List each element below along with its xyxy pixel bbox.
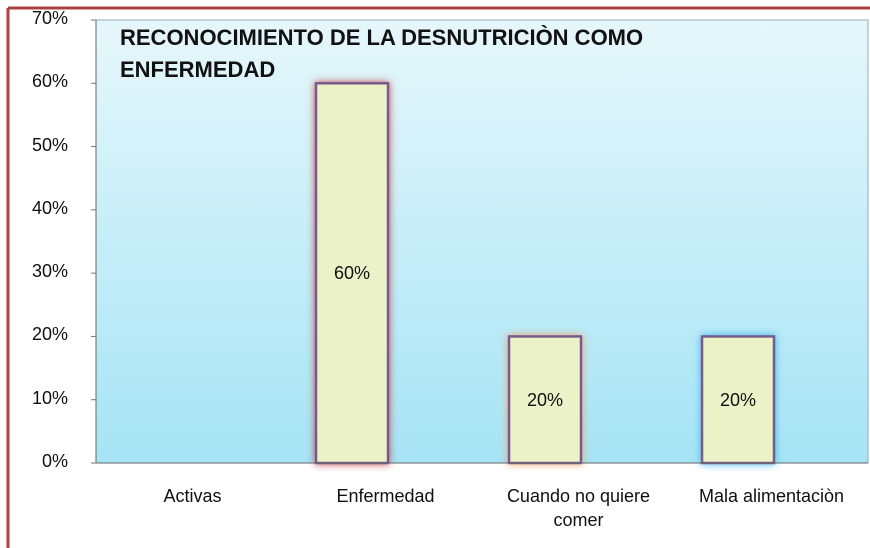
x-tick-label: Activas [163, 486, 222, 506]
y-tick-label: 50% [31, 134, 68, 155]
bar [314, 82, 390, 465]
value-label: 60% [334, 263, 371, 284]
y-tick-label: 60% [31, 71, 68, 92]
chart-title: RECONOCIMIENTO DE LA DESNUTRICIÒN COMO E… [120, 25, 644, 82]
y-tick-label: 0% [41, 451, 68, 471]
value-label: 20% [527, 389, 564, 410]
y-tick-label: 70% [31, 8, 68, 28]
x-tick-label: Enfermedad [336, 486, 435, 506]
y-tick-label: 30% [31, 261, 68, 282]
y-tick-label: 20% [31, 324, 68, 345]
y-tick-label: 40% [31, 197, 68, 218]
bar [700, 335, 776, 465]
y-tick-label: 10% [31, 387, 68, 408]
x-tick-label: Mala alimentaciòn [698, 486, 845, 506]
value-label: 20% [720, 389, 757, 410]
x-tick-label: Cuando no quiere comer [506, 486, 651, 530]
